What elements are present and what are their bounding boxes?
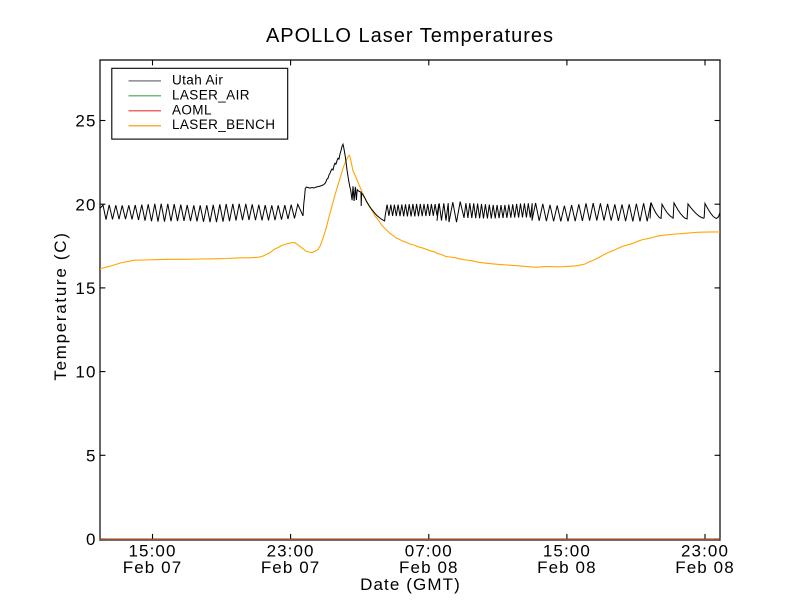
svg-text:07:00: 07:00: [405, 541, 453, 560]
svg-text:15: 15: [75, 279, 96, 298]
svg-text:Date (GMT): Date (GMT): [360, 575, 461, 594]
svg-text:23:00: 23:00: [681, 541, 729, 560]
svg-text:20: 20: [75, 195, 96, 214]
svg-text:LASER_BENCH: LASER_BENCH: [172, 117, 275, 132]
svg-text:10: 10: [75, 363, 96, 382]
svg-text:Feb 08: Feb 08: [675, 558, 735, 577]
svg-text:Feb 08: Feb 08: [537, 558, 597, 577]
svg-text:15:00: 15:00: [128, 541, 176, 560]
svg-text:25: 25: [75, 112, 96, 131]
svg-text:5: 5: [86, 446, 97, 465]
svg-text:Feb 07: Feb 07: [261, 558, 321, 577]
svg-text:Temperature (C): Temperature (C): [51, 231, 70, 380]
svg-text:APOLLO Laser Temperatures: APOLLO Laser Temperatures: [266, 25, 554, 47]
svg-text:LASER_AIR: LASER_AIR: [172, 87, 250, 102]
svg-text:Feb 08: Feb 08: [399, 558, 459, 577]
svg-text:Utah Air: Utah Air: [172, 72, 223, 87]
svg-text:15:00: 15:00: [543, 541, 591, 560]
svg-text:23:00: 23:00: [267, 541, 315, 560]
svg-text:Feb 07: Feb 07: [123, 558, 183, 577]
svg-text:0: 0: [86, 530, 97, 549]
svg-text:AOML: AOML: [172, 102, 212, 117]
